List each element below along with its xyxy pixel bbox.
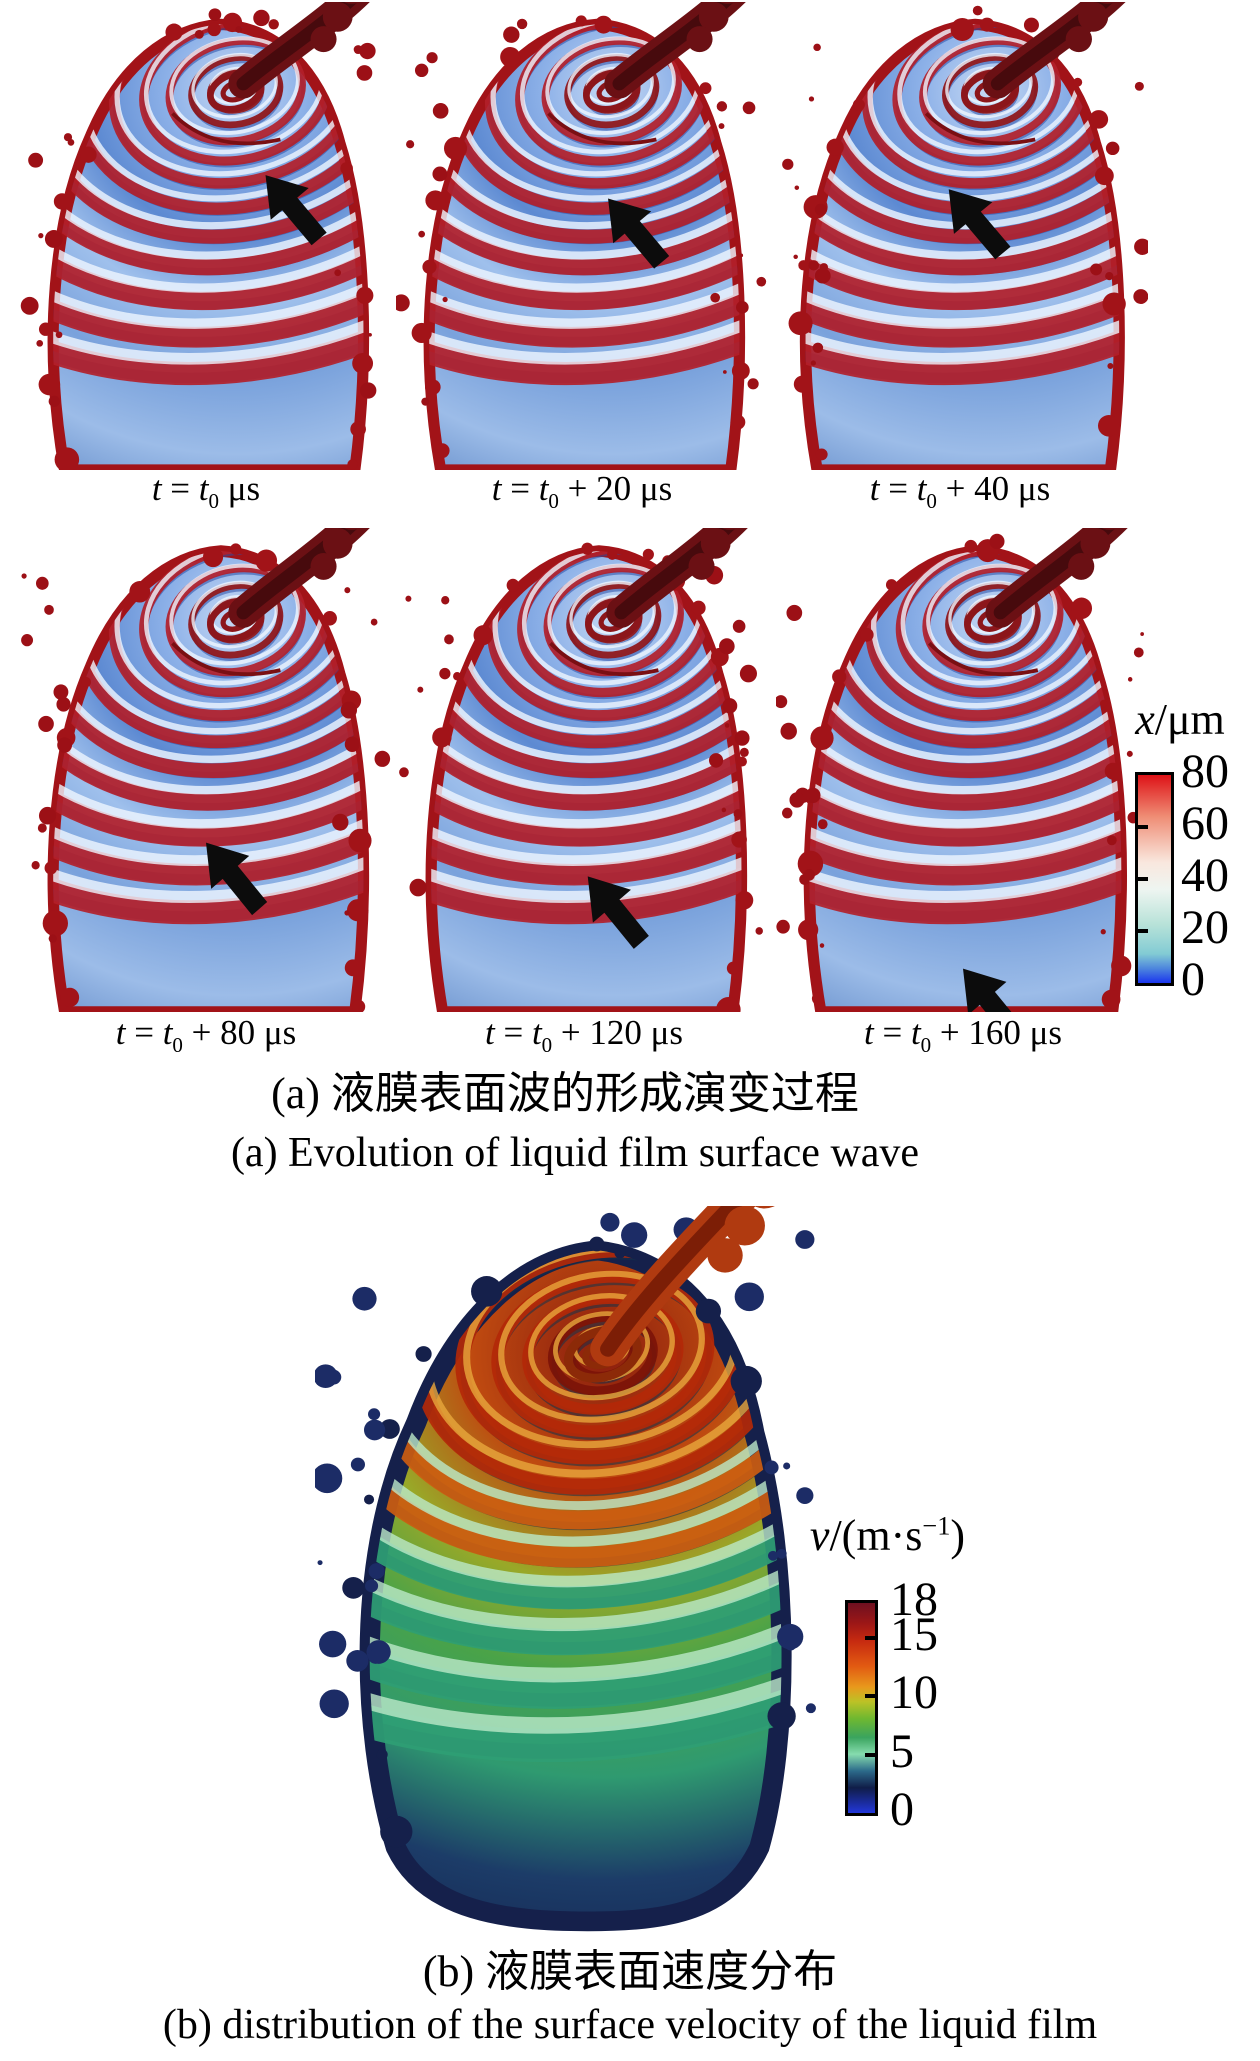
colorbar-x-title: x/μm — [1135, 695, 1225, 744]
caption-a-en: (a) Evolution of liquid film surface wav… — [230, 1130, 920, 1176]
annotation-arrow — [963, 968, 1025, 1012]
rim-bumps — [797, 539, 1132, 1009]
film-panel-5 — [398, 528, 770, 1012]
colorbar-tick-label: 80 — [1181, 745, 1229, 798]
colorbar-tick-label: 18 — [890, 1573, 938, 1626]
colorbar-v: v/(m·s−1) 18 15 10 5 0 — [770, 1510, 1005, 1834]
annotation-arrow — [608, 198, 670, 269]
colorbar-tick — [1138, 877, 1148, 881]
colorbar-tick-label: 60 — [1181, 797, 1229, 850]
time-label-6: t = t0 + 160 μs — [863, 1013, 1063, 1057]
film-panel-2 — [396, 2, 768, 470]
film-panel-1 — [20, 2, 392, 470]
colorbar-v-title: v/(m·s−1) — [809, 1510, 966, 1560]
rim-bumps — [38, 12, 374, 470]
colorbar-tick — [865, 1752, 875, 1757]
colorbar-v-bar — [845, 1600, 878, 1816]
film-panel-3 — [772, 2, 1148, 470]
velocity-panel — [315, 1206, 820, 1946]
spatter-droplets — [20, 8, 377, 407]
colorbar-v-labels: 18 15 10 5 0 — [890, 1576, 974, 1834]
caption-b-zh: (b) 液膜表面速度分布 — [422, 1947, 838, 1996]
colorbar-tick — [1138, 929, 1148, 933]
colorbar-x-labels: 80 60 40 20 0 — [1181, 748, 1260, 1004]
time-label-2: t = t0 + 20 μs — [491, 469, 673, 513]
colorbar-tick-label: 5 — [890, 1724, 914, 1778]
time-label-3: t = t0 + 40 μs — [869, 469, 1051, 513]
time-label-1: t = t0 μs — [151, 469, 261, 513]
annotation-arrow — [948, 189, 1011, 260]
annotation-arrow — [265, 175, 327, 246]
colorbar-tick-label: 15 — [890, 1607, 938, 1661]
spatter-droplets — [399, 555, 763, 935]
colorbar-x: x/μm 80 60 40 20 0 — [1095, 695, 1260, 1004]
annotation-arrow — [587, 876, 649, 949]
colorbar-tick — [865, 1694, 875, 1699]
caption-a-zh: (a) 液膜表面波的形成演变过程 — [271, 1069, 859, 1118]
spatter-droplets — [776, 533, 1145, 948]
impact-swirl — [563, 1325, 642, 1383]
film-panel-4 — [20, 528, 392, 1012]
caption-b-en: (b) distribution of the surface velocity… — [162, 2002, 1098, 2048]
annotation-arrow — [206, 842, 268, 916]
film-panel-6 — [776, 528, 1150, 1012]
spatter-droplets — [782, 5, 1148, 369]
colorbar-tick-label: 20 — [1181, 901, 1229, 954]
spatter-droplets — [315, 1206, 816, 1719]
colorbar-tick — [1138, 825, 1148, 829]
colorbar-tick-label: 40 — [1181, 849, 1229, 902]
rim-bumps — [432, 542, 754, 1012]
spatter-droplets — [396, 18, 767, 406]
colorbar-tick — [865, 1635, 875, 1640]
colorbar-tick-label: 10 — [890, 1666, 938, 1720]
rim-bumps — [411, 15, 750, 459]
colorbar-tick-label: 0 — [890, 1783, 914, 1836]
time-label-4: t = t0 + 80 μs — [115, 1013, 297, 1057]
colorbar-x-bar — [1135, 772, 1174, 986]
time-label-5: t = t0 + 120 μs — [484, 1013, 684, 1057]
rim-bumps — [42, 543, 372, 1012]
colorbar-tick-label: 0 — [1181, 953, 1205, 1006]
wave-rings — [809, 551, 1122, 925]
